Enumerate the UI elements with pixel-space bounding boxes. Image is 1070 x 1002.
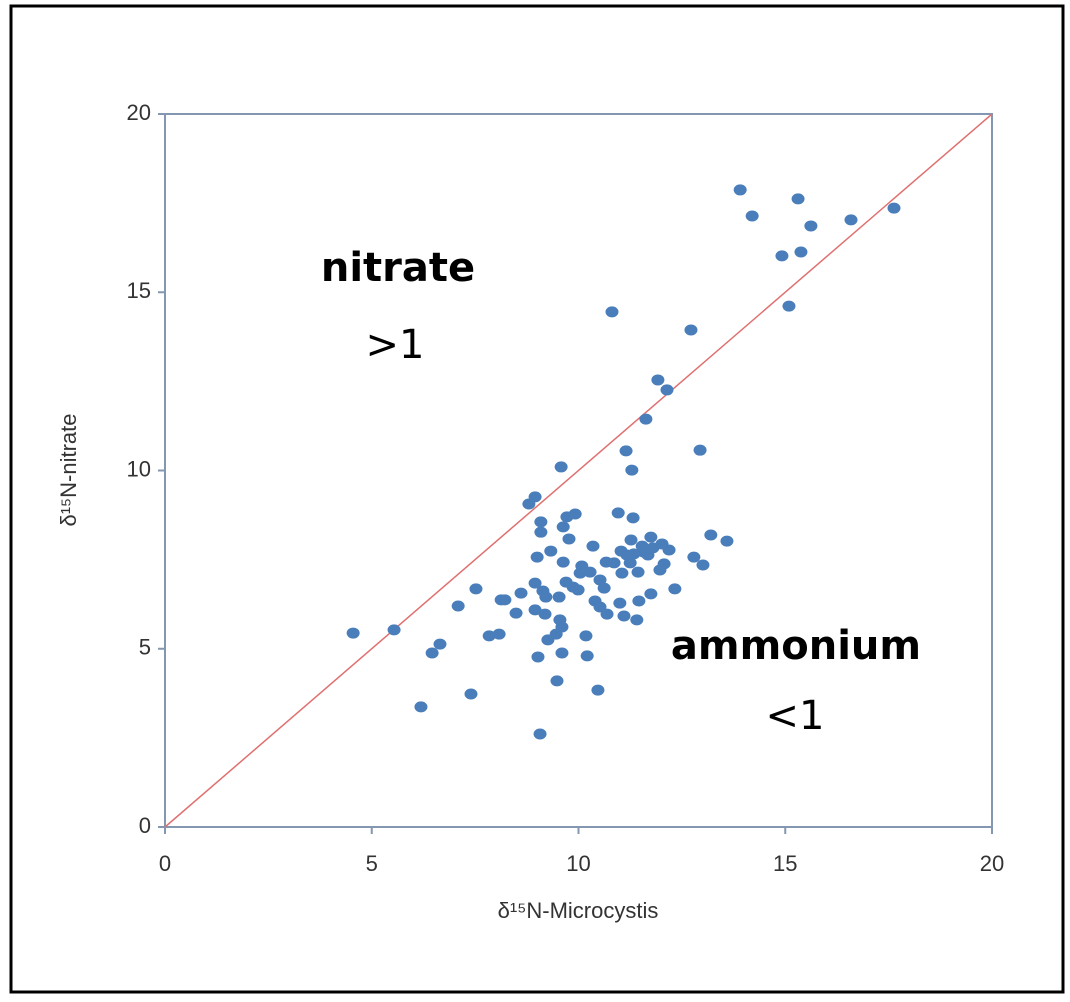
point (531, 651, 545, 663)
point (630, 614, 644, 626)
point (607, 557, 621, 569)
point (528, 491, 542, 503)
point (720, 535, 734, 547)
annotation: >1 (366, 322, 425, 368)
point (550, 675, 564, 687)
point (733, 184, 747, 196)
point (533, 728, 547, 740)
y-axis-label: δ¹⁵N-nitrate (56, 413, 81, 526)
point (528, 577, 542, 589)
point (562, 533, 576, 545)
point (586, 540, 600, 552)
point (782, 300, 796, 312)
point (791, 193, 805, 205)
point (346, 627, 360, 639)
point (631, 566, 645, 578)
point (534, 526, 548, 538)
point (615, 567, 629, 579)
point (657, 558, 671, 570)
point (414, 701, 428, 713)
annotation: ammonium (671, 623, 921, 669)
point (579, 630, 593, 642)
point (600, 608, 614, 620)
x-axis-label: δ¹⁵N-Microcystis (498, 898, 659, 923)
point (627, 548, 641, 560)
x-tick-label: 10 (566, 851, 590, 876)
point (583, 566, 597, 578)
point (644, 588, 658, 600)
point (619, 445, 633, 457)
point (662, 544, 676, 556)
point (632, 595, 646, 607)
point (687, 551, 701, 563)
point (704, 529, 718, 541)
point (625, 464, 639, 476)
point (534, 516, 548, 528)
x-tick-label: 15 (773, 851, 797, 876)
y-tick-label: 5 (139, 635, 151, 660)
y-tick-label: 20 (127, 100, 151, 125)
point (580, 650, 594, 662)
point (593, 574, 607, 586)
point (492, 628, 506, 640)
point (528, 604, 542, 616)
x-tick-label: 5 (366, 851, 378, 876)
point (539, 591, 553, 603)
x-tick-label: 20 (980, 851, 1004, 876)
point (611, 507, 625, 519)
point (568, 508, 582, 520)
point (639, 413, 653, 425)
point (555, 647, 569, 659)
point (544, 545, 558, 557)
y-tick-label: 10 (127, 456, 151, 481)
point (387, 624, 401, 636)
point (556, 521, 570, 533)
point (591, 684, 605, 696)
point (498, 594, 512, 606)
point (644, 531, 658, 543)
point (509, 607, 523, 619)
annotation: <1 (766, 693, 825, 739)
point (552, 591, 566, 603)
point (464, 688, 478, 700)
point (556, 556, 570, 568)
point (745, 210, 759, 222)
point (887, 202, 901, 214)
point (538, 608, 552, 620)
x-tick-label: 0 (159, 851, 171, 876)
point (624, 534, 638, 546)
annotation: nitrate (321, 245, 475, 291)
point (804, 220, 818, 232)
point (651, 374, 665, 386)
point (623, 557, 637, 569)
y-tick-label: 15 (127, 278, 151, 303)
point (668, 583, 682, 595)
point (571, 584, 585, 596)
point (613, 597, 627, 609)
point (696, 559, 710, 571)
point (514, 587, 528, 599)
point (555, 621, 569, 633)
point (425, 647, 439, 659)
point (693, 444, 707, 456)
point (469, 583, 483, 595)
point (660, 384, 674, 396)
point (844, 214, 858, 226)
y-tick-label: 0 (139, 813, 151, 838)
point (451, 600, 465, 612)
point (597, 582, 611, 594)
point (482, 630, 496, 642)
point (626, 512, 640, 524)
point (775, 250, 789, 262)
point (530, 551, 544, 563)
point (794, 246, 808, 258)
point (433, 638, 447, 650)
point (554, 461, 568, 473)
reference-line (164, 113, 993, 828)
point (684, 324, 698, 336)
point (605, 306, 619, 318)
point (617, 610, 631, 622)
